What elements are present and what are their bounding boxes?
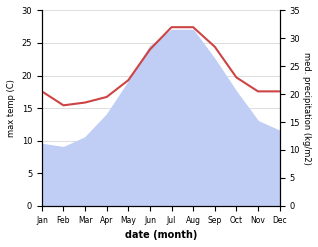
X-axis label: date (month): date (month) — [125, 230, 197, 240]
Y-axis label: med. precipitation (kg/m2): med. precipitation (kg/m2) — [302, 52, 311, 165]
Y-axis label: max temp (C): max temp (C) — [7, 79, 16, 137]
